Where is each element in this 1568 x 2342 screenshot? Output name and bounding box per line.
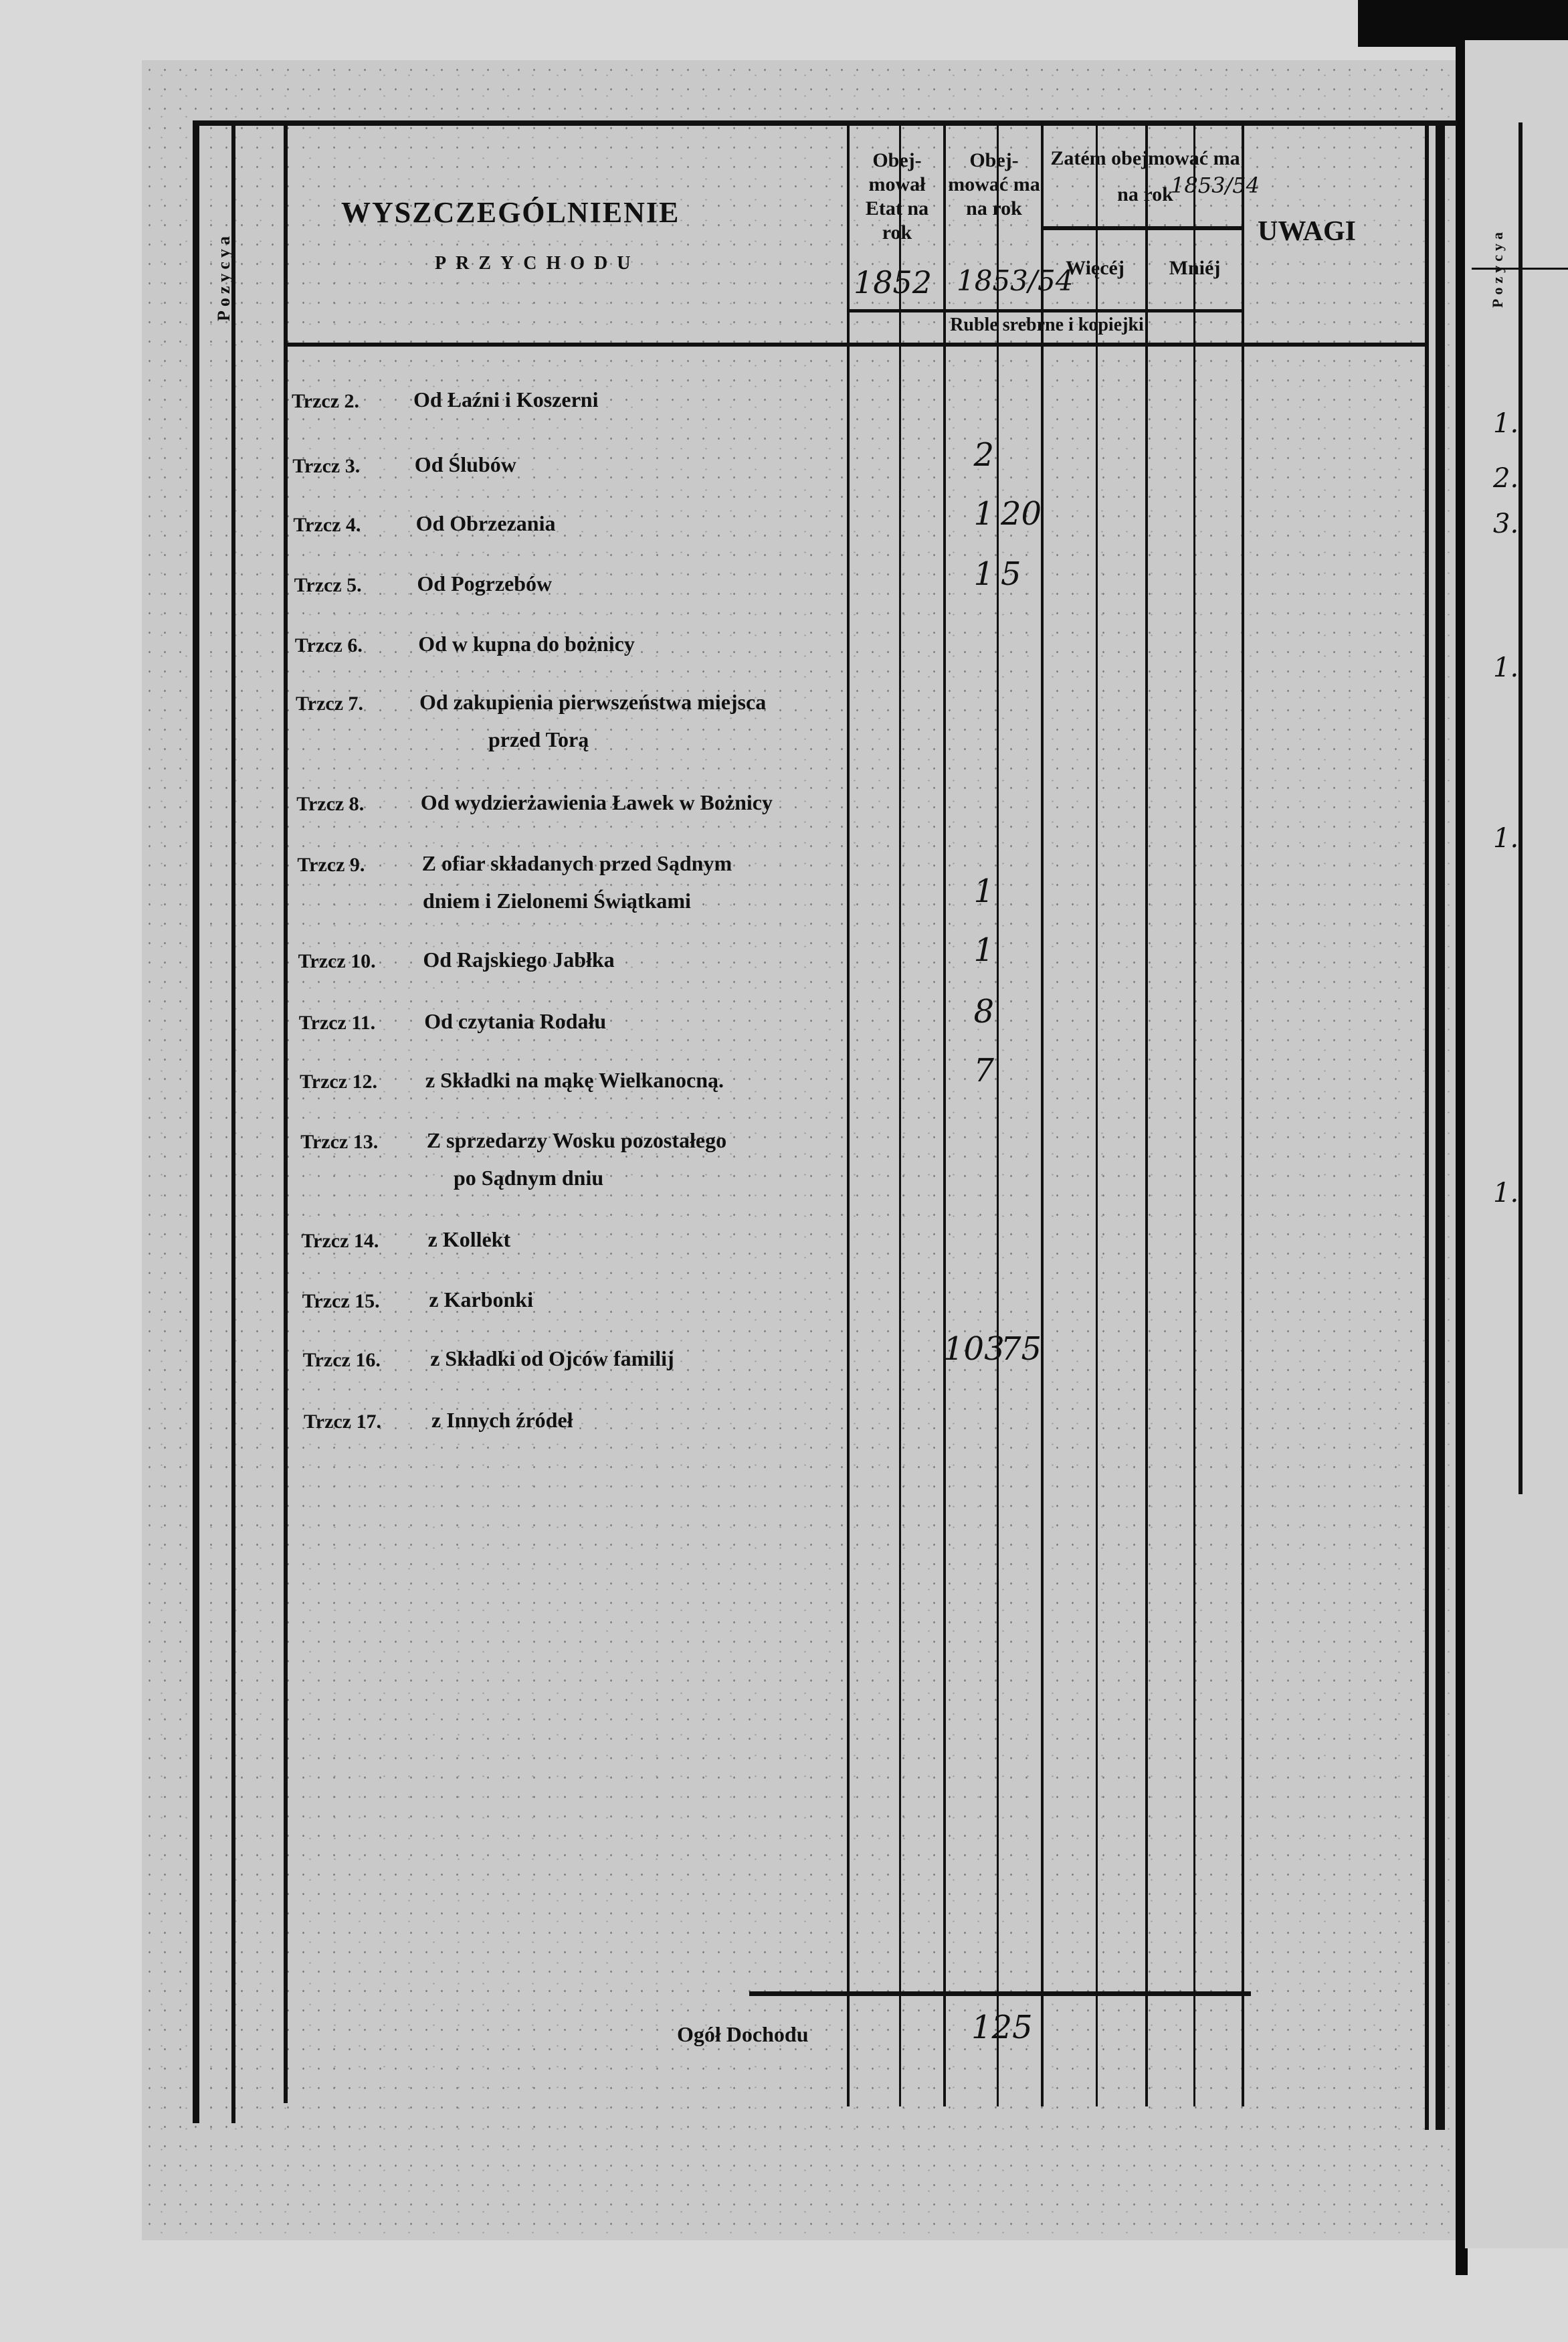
row-label: Od Ślubów bbox=[414, 452, 516, 476]
row-amount-rubles: 1 bbox=[973, 495, 994, 533]
row-amount-rubles: 7 bbox=[973, 1052, 994, 1089]
col-remarks-header: UWAGI bbox=[1258, 216, 1357, 247]
amount-column-rule bbox=[997, 126, 999, 2106]
row-label: Od Rajskiego Jabłka bbox=[423, 948, 615, 972]
row-label: Od zakupienia pierwszeństwa miejsca bbox=[419, 690, 767, 714]
row-label-continued: dniem i Zielonemi Świątkami bbox=[423, 889, 691, 913]
row-label: Od Obrzezania bbox=[415, 511, 556, 535]
row-number: Trzcz 8. bbox=[296, 793, 365, 815]
row-label: Od czytania Rodału bbox=[424, 1009, 607, 1033]
row-label: Od Łaźni i Koszerni bbox=[413, 387, 599, 412]
next-page-entry: 3. bbox=[1493, 509, 1519, 539]
row-label: z Innych źródeł bbox=[431, 1408, 573, 1432]
row-number: Trzcz 10. bbox=[298, 950, 376, 972]
next-page-position-rule bbox=[1518, 122, 1523, 1494]
row-label: z Składki od Ojców familij bbox=[430, 1346, 674, 1370]
total-rule bbox=[749, 1991, 1251, 1996]
row-label-continued: przed Torą bbox=[488, 727, 589, 751]
row-label: Od wydzierżawienia Ławek w Bożnicy bbox=[420, 790, 773, 814]
amount-column-rule bbox=[1041, 126, 1044, 2106]
row-number: Trzcz 4. bbox=[293, 514, 361, 536]
row-amount-kopecks: 20 bbox=[1001, 495, 1042, 533]
row-number: Trzcz 16. bbox=[302, 1349, 381, 1371]
row-label: Z sprzedarzy Wosku pozostałego bbox=[426, 1128, 727, 1152]
row-label-continued: po Sądnym dniu bbox=[454, 1166, 604, 1190]
amount-column-rule bbox=[847, 126, 850, 2106]
row-label: z Składki na mąkę Wielkanocną. bbox=[425, 1068, 724, 1092]
therefore-subheader-rule bbox=[1041, 226, 1242, 230]
row-amount-rubles: 8 bbox=[973, 993, 994, 1030]
row-number: Trzcz 9. bbox=[297, 854, 365, 876]
row-amount-kopecks: 75 bbox=[1001, 1330, 1042, 1368]
next-page-entry: 2. bbox=[1493, 463, 1519, 494]
table-top-border bbox=[193, 120, 1457, 126]
col-therefore-year: 1853/54 bbox=[1171, 173, 1260, 198]
row-number: Trzcz 12. bbox=[300, 1071, 378, 1093]
next-page-entry: 1. bbox=[1493, 408, 1519, 439]
row-number: Trzcz 14. bbox=[301, 1230, 379, 1252]
next-page-entry: 1. bbox=[1493, 652, 1519, 683]
scan-border-right bbox=[1456, 0, 1468, 2275]
position-header: Pozycya bbox=[214, 232, 233, 321]
row-number: Trzcz 2. bbox=[292, 390, 360, 412]
next-page-edge bbox=[1465, 40, 1568, 2248]
amount-column-rule bbox=[1096, 126, 1098, 2106]
row-label: Od Pogrzebów bbox=[417, 571, 553, 596]
row-label: Z ofiar składanych przed Sądnym bbox=[421, 851, 732, 875]
table-title: WYSZCZEGÓLNIENIE bbox=[341, 196, 680, 229]
row-label: z Karbonki bbox=[429, 1287, 533, 1312]
row-amount-rubles: 1 bbox=[973, 931, 994, 969]
col-budget-next-header: Obej- mować ma na rok bbox=[948, 149, 1040, 219]
col-budget-next-year: 1853/54 bbox=[957, 264, 1074, 297]
row-number: Trzcz 11. bbox=[298, 1012, 376, 1034]
page-right-border bbox=[1436, 122, 1445, 2130]
amount-column-rule bbox=[899, 126, 901, 2106]
row-number: Trzcz 15. bbox=[302, 1290, 380, 1312]
row-amount-kopecks: 5 bbox=[1001, 555, 1021, 593]
position-column-rule bbox=[231, 122, 235, 2123]
amount-column-rule bbox=[1242, 126, 1244, 2106]
row-number: Trzcz 7. bbox=[296, 693, 364, 715]
table-subtitle: PRZYCHODU bbox=[435, 253, 640, 274]
next-page-position-header: Pozycya bbox=[1489, 228, 1506, 308]
col-budget-prev-year: 1852 bbox=[854, 264, 933, 300]
row-number: Trzcz 3. bbox=[292, 455, 361, 477]
next-page-entry: 1. bbox=[1493, 823, 1519, 854]
total-rubles: 125 bbox=[971, 2009, 1033, 2046]
row-number: Trzcz 6. bbox=[294, 634, 363, 656]
description-column-rule bbox=[284, 122, 288, 2103]
row-label: z Kollekt bbox=[427, 1227, 511, 1251]
amount-column-rule bbox=[1193, 126, 1195, 2106]
row-amount-rubles: 1 bbox=[973, 555, 994, 593]
row-amount-rubles: 2 bbox=[973, 436, 994, 474]
next-page-entry: 1. bbox=[1493, 1178, 1519, 1208]
row-number: Trzcz 5. bbox=[294, 574, 362, 596]
currency-subheader-rule bbox=[850, 309, 1242, 312]
remarks-right-border bbox=[1425, 122, 1429, 2130]
row-amount-rubles: 1 bbox=[973, 873, 994, 910]
col-more-header: Więcéj bbox=[1066, 257, 1124, 279]
col-budget-prev-header: Obej- mował Etat na rok bbox=[865, 149, 929, 244]
col-therefore-header: Zatém obejmować ma na rok bbox=[1050, 147, 1240, 205]
col-currency-header: Ruble srebrne i kopiejki bbox=[950, 314, 1144, 335]
total-label: Ogół Dochodu bbox=[677, 2022, 809, 2046]
table-left-border bbox=[193, 122, 199, 2123]
header-bottom-rule bbox=[288, 343, 1425, 347]
row-number: Trzcz 17. bbox=[304, 1411, 382, 1433]
row-label: Od w kupna do bożnicy bbox=[418, 632, 635, 656]
amount-column-rule bbox=[943, 126, 946, 2106]
col-less-header: Mniéj bbox=[1169, 257, 1221, 279]
row-number: Trzcz 13. bbox=[300, 1131, 379, 1153]
document-page bbox=[142, 60, 1456, 2240]
row-amount-rubles: 103 bbox=[943, 1330, 1005, 1368]
amount-column-rule bbox=[1145, 126, 1148, 2106]
